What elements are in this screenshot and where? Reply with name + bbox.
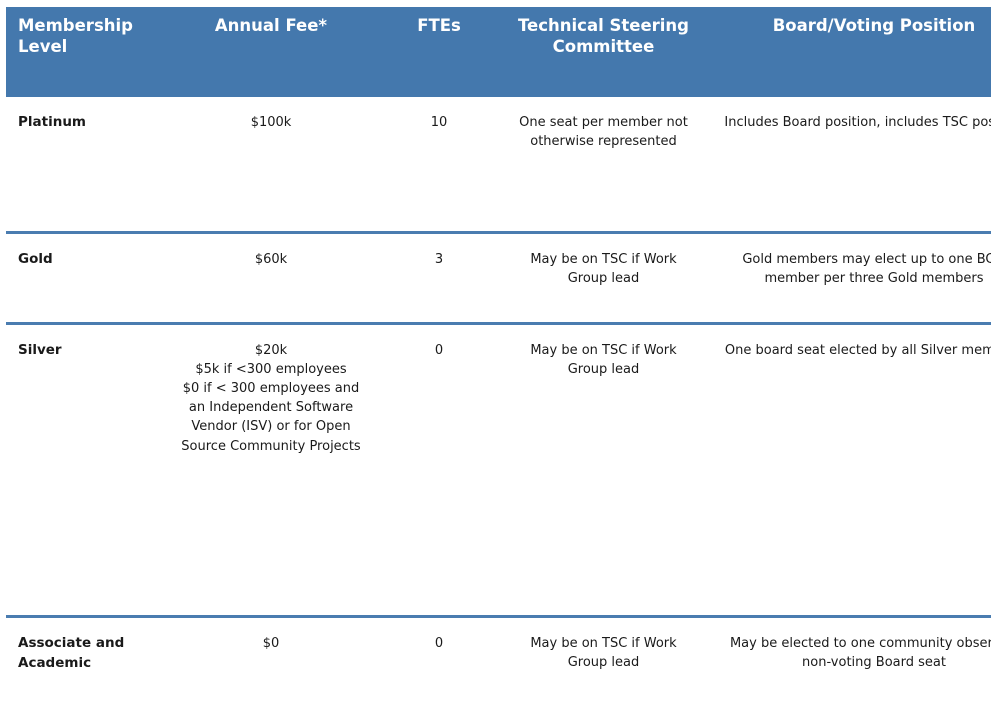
cell-membership-level: Silver (6, 324, 174, 617)
cell-annual-fee: $60k (174, 233, 368, 324)
column-header-technical-steering-committee: Technical Steering Committee (510, 7, 697, 97)
cell-membership-level: Associate and Academic (6, 617, 174, 710)
cell-membership-level: Platinum (6, 97, 174, 233)
cell-technical-steering-committee: May be on TSC if Work Group lead (510, 617, 697, 710)
table-header: Membership Level Annual Fee* FTEs Techni… (6, 7, 991, 97)
table-body: Platinum $100k 10 One seat per member no… (6, 97, 991, 710)
cell-technical-steering-committee: One seat per member not otherwise repres… (510, 97, 697, 233)
cell-board-voting-position: Includes Board position, includes TSC po… (697, 97, 991, 233)
cell-board-voting-position: Gold members may elect up to one BOD mem… (697, 233, 991, 324)
cell-board-voting-position: One board seat elected by all Silver mem… (697, 324, 991, 617)
column-header-annual-fee: Annual Fee* (174, 7, 368, 97)
cell-ftes: 0 (368, 324, 510, 617)
cell-annual-fee: $20k$5k if <300 employees$0 if < 300 emp… (174, 324, 368, 617)
table-row: Platinum $100k 10 One seat per member no… (6, 97, 991, 233)
cell-ftes: 3 (368, 233, 510, 324)
cell-technical-steering-committee: May be on TSC if Work Group lead (510, 324, 697, 617)
cell-annual-fee: $0 (174, 617, 368, 710)
column-header-membership-level: Membership Level (6, 7, 174, 97)
membership-table-container: Membership Level Annual Fee* FTEs Techni… (0, 0, 991, 672)
table-header-row: Membership Level Annual Fee* FTEs Techni… (6, 7, 991, 97)
cell-technical-steering-committee: May be on TSC if Work Group lead (510, 233, 697, 324)
cell-board-voting-position: May be elected to one community observer… (697, 617, 991, 710)
cell-membership-level: Gold (6, 233, 174, 324)
cell-annual-fee: $100k (174, 97, 368, 233)
table-row: Silver $20k$5k if <300 employees$0 if < … (6, 324, 991, 617)
cell-ftes: 0 (368, 617, 510, 710)
column-header-board-voting-position: Board/Voting Position (697, 7, 991, 97)
table-row: Associate and Academic $0 0 May be on TS… (6, 617, 991, 710)
cell-ftes: 10 (368, 97, 510, 233)
membership-levels-table: Membership Level Annual Fee* FTEs Techni… (6, 7, 991, 710)
column-header-ftes: FTEs (368, 7, 510, 97)
table-row: Gold $60k 3 May be on TSC if Work Group … (6, 233, 991, 324)
